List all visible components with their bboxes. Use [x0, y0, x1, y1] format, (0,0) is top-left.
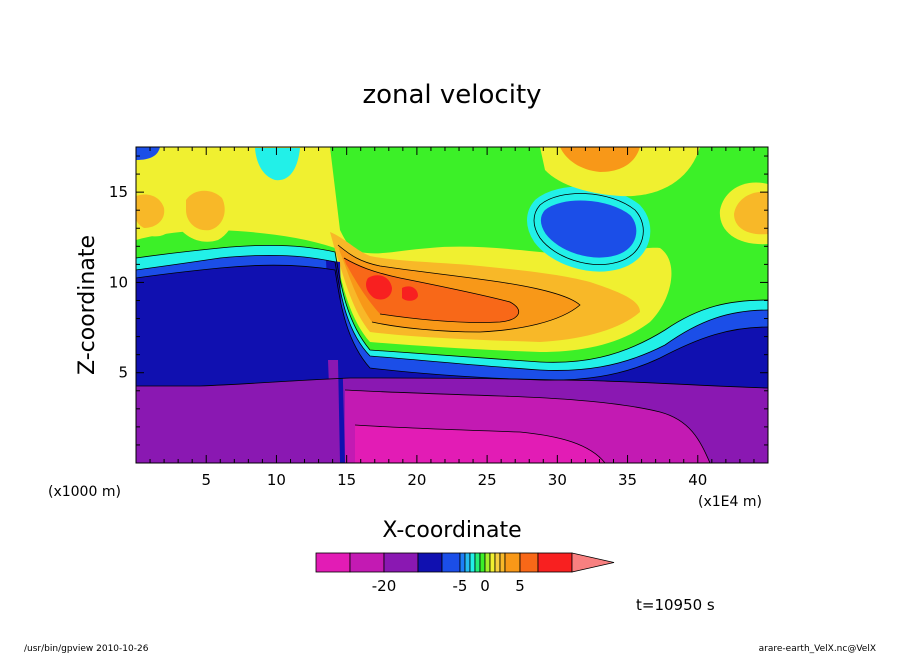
y-axis: 5 10 15: [109, 155, 768, 446]
colorbar-cell: [464, 552, 471, 573]
colorbar-cell: [504, 552, 521, 573]
x-unit-label: (x1E4 m): [698, 494, 762, 510]
colorbar-tick-label: 5: [515, 577, 525, 595]
x-tick-label: 15: [337, 471, 356, 489]
colorbar-cell: [494, 552, 501, 573]
lower-magenta: [355, 425, 605, 463]
mountain-wave-column-2: [328, 360, 340, 463]
colorbar-cell: [479, 552, 486, 573]
y-tick-label: 5: [118, 364, 128, 382]
plot-frame: [135, 146, 769, 464]
time-annotation: t=10950 s: [636, 596, 715, 614]
colorbar-cell: [441, 552, 461, 573]
colorbar-cell: [474, 552, 481, 573]
contour-lines: [136, 193, 768, 463]
colorbar-cell: [383, 552, 419, 573]
max-red-core: [366, 275, 392, 300]
upper-cyan-patch: [255, 148, 300, 181]
colorbar-cell: [519, 552, 539, 573]
colorbar-arrow: [571, 552, 615, 573]
colorbar-cell: [537, 552, 573, 573]
x-tick-label: 40: [688, 471, 707, 489]
x-tick-label: 20: [407, 471, 426, 489]
mid-orange-cell: [186, 190, 225, 231]
upper-orange-right: [560, 147, 640, 172]
x-tick-label: 10: [267, 471, 286, 489]
left-orange-cell: [136, 194, 165, 228]
source-annotation: arare-earth_VelX.nc@VelX: [759, 644, 876, 654]
program-annotation: /usr/bin/gpview 2010-10-26: [24, 644, 149, 654]
colorbar-cell: [417, 552, 443, 573]
x-tick-label: 5: [201, 471, 211, 489]
max-red-core-2: [402, 286, 418, 301]
upper-blue-vortex: [534, 193, 644, 265]
x-tick-label: 25: [478, 471, 497, 489]
y-tick-label: 15: [109, 183, 128, 201]
x-axis-label: X-coordinate: [382, 518, 521, 543]
colorbar-tick-label: 0: [480, 577, 490, 595]
chart-title: zonal velocity: [362, 80, 541, 110]
colorbar-tick-label: -5: [453, 577, 468, 595]
colorbar-cell: [349, 552, 385, 573]
x-tick-label: 30: [548, 471, 567, 489]
colorbar-cell: [459, 552, 466, 573]
colorbar-cell: [469, 552, 476, 573]
y-axis-label: Z-coordinate: [75, 235, 100, 375]
plot-area: [136, 147, 768, 463]
upper-blue-left: [136, 147, 160, 160]
x-axis: 5 10 15 20 25 30 35 40: [149, 147, 755, 489]
colorbar-tick-label: -20: [372, 577, 397, 595]
band-dark-orange: [344, 258, 519, 323]
y-tick-label: 10: [109, 273, 128, 291]
colorbar-cell: [484, 552, 491, 573]
colorbar-cell: [499, 552, 506, 573]
colorbar: -20 -5 0 5: [315, 552, 615, 595]
colorbar-cell: [489, 552, 496, 573]
y-unit-label: (x1000 m): [48, 484, 121, 500]
colorbar-cell: [315, 552, 351, 573]
right-orange-cell: [734, 191, 768, 235]
x-tick-label: 35: [618, 471, 637, 489]
